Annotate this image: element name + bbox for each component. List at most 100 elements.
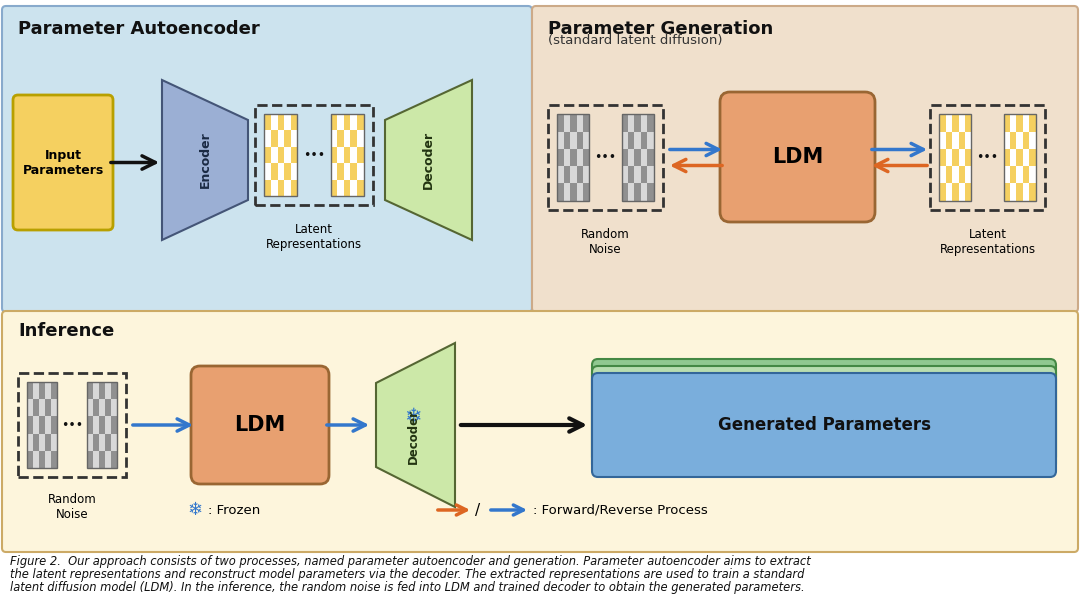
Bar — [1023, 149, 1029, 166]
Bar — [350, 147, 357, 163]
Bar — [959, 166, 964, 184]
Bar — [350, 163, 357, 179]
Bar — [105, 382, 111, 400]
Bar — [1010, 166, 1016, 184]
Bar — [27, 382, 32, 400]
Text: Latent
Representations: Latent Representations — [940, 228, 1036, 256]
Bar — [1016, 149, 1023, 166]
Bar — [647, 149, 653, 166]
Bar — [1023, 184, 1029, 201]
Bar — [622, 166, 629, 184]
Bar — [87, 451, 93, 468]
Bar — [953, 184, 959, 201]
Bar — [964, 184, 971, 201]
Bar — [1023, 166, 1029, 184]
Bar — [44, 417, 51, 434]
Bar — [583, 132, 590, 149]
Bar — [622, 115, 629, 132]
Bar — [1023, 132, 1029, 149]
Bar — [629, 166, 634, 184]
Bar — [577, 184, 583, 201]
Bar — [357, 163, 364, 179]
Bar — [953, 115, 959, 132]
Bar — [557, 184, 564, 201]
Bar — [564, 166, 570, 184]
Bar — [583, 115, 590, 132]
Bar — [44, 400, 51, 417]
Text: Decoder: Decoder — [421, 131, 434, 189]
Bar — [940, 166, 946, 184]
Bar — [570, 115, 577, 132]
Text: Parameter Autoencoder: Parameter Autoencoder — [18, 20, 260, 38]
Bar — [271, 179, 278, 196]
Bar — [343, 179, 350, 196]
FancyBboxPatch shape — [592, 373, 1056, 477]
Bar — [111, 382, 118, 400]
Text: Random
Noise: Random Noise — [48, 493, 96, 521]
Bar — [343, 163, 350, 179]
Bar — [278, 131, 284, 147]
Text: Generated Parameters: Generated Parameters — [717, 416, 931, 434]
Bar — [622, 184, 629, 201]
Text: ❄: ❄ — [404, 407, 422, 427]
Bar — [557, 115, 564, 132]
Text: the latent representations and reconstruct model parameters via the decoder. The: the latent representations and reconstru… — [10, 568, 805, 581]
Bar — [93, 434, 99, 451]
Bar — [564, 184, 570, 201]
Bar — [629, 115, 634, 132]
Text: •••: ••• — [594, 151, 617, 164]
Bar — [105, 434, 111, 451]
Bar — [39, 451, 44, 468]
Bar — [647, 184, 653, 201]
FancyBboxPatch shape — [13, 95, 113, 230]
Text: •••: ••• — [976, 151, 999, 164]
Bar — [953, 149, 959, 166]
Bar — [357, 147, 364, 163]
Bar — [1023, 115, 1029, 132]
Bar — [1029, 115, 1036, 132]
Bar — [111, 451, 118, 468]
Bar — [111, 434, 118, 451]
Bar — [1029, 132, 1036, 149]
Text: ❄: ❄ — [188, 501, 203, 519]
Bar — [964, 166, 971, 184]
Bar — [284, 131, 291, 147]
Bar — [1010, 132, 1016, 149]
Bar — [946, 166, 953, 184]
Bar — [291, 163, 297, 179]
Bar — [634, 149, 640, 166]
Bar — [27, 400, 32, 417]
Bar — [27, 434, 32, 451]
Bar — [959, 115, 964, 132]
Bar — [1003, 115, 1036, 201]
Bar — [1016, 132, 1023, 149]
Polygon shape — [376, 343, 455, 507]
Bar — [44, 382, 51, 400]
FancyBboxPatch shape — [2, 6, 532, 312]
Bar — [343, 114, 350, 131]
Text: Parameter Generation: Parameter Generation — [548, 20, 773, 38]
Bar — [51, 400, 57, 417]
Bar — [634, 184, 640, 201]
Bar — [87, 382, 118, 468]
Bar — [39, 382, 44, 400]
Text: Figure 2.  Our approach consists of two processes, named parameter autoencoder a: Figure 2. Our approach consists of two p… — [10, 555, 811, 568]
Bar — [291, 114, 297, 131]
Bar — [330, 131, 337, 147]
Bar — [51, 434, 57, 451]
Bar — [32, 434, 39, 451]
Bar — [99, 417, 105, 434]
Bar — [946, 184, 953, 201]
Bar — [278, 163, 284, 179]
Text: •••: ••• — [302, 148, 325, 162]
Bar — [953, 132, 959, 149]
Polygon shape — [162, 80, 248, 240]
Bar — [1016, 184, 1023, 201]
Bar — [1003, 149, 1010, 166]
Bar — [32, 382, 39, 400]
Bar — [291, 131, 297, 147]
Bar — [1029, 149, 1036, 166]
Bar — [330, 163, 337, 179]
Bar — [350, 131, 357, 147]
Bar — [44, 434, 51, 451]
